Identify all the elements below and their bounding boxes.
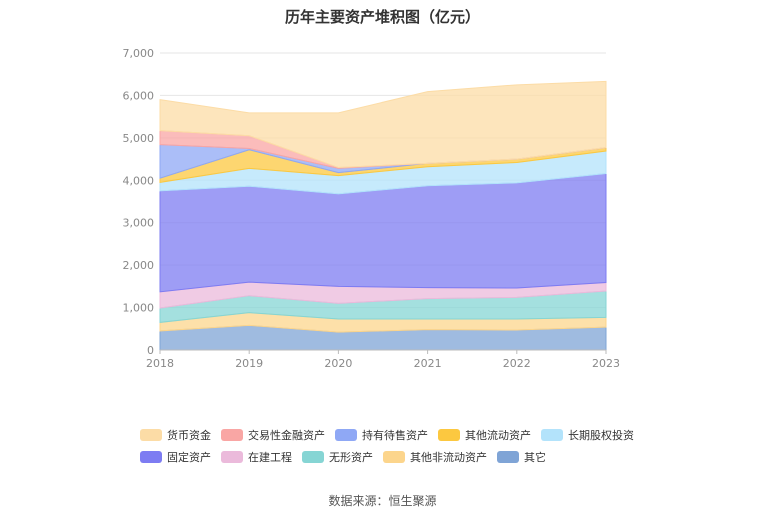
legend-item[interactable]: 长期股权投资 xyxy=(541,427,634,443)
y-tick-label: 0 xyxy=(147,344,154,357)
x-tick-label: 2020 xyxy=(324,357,352,370)
legend-item[interactable]: 无形资产 xyxy=(302,449,373,465)
legend-row: 货币资金 交易性金融资产 持有待售资产 其他流动资产 长期股权投资 xyxy=(140,424,660,446)
legend-label: 长期股权投资 xyxy=(568,429,634,442)
legend-swatch xyxy=(221,429,243,441)
legend-label: 持有待售资产 xyxy=(362,429,428,442)
legend-label: 其它 xyxy=(524,451,546,464)
legend-swatch xyxy=(335,429,357,441)
chart-title: 历年主要资产堆积图（亿元） xyxy=(284,8,480,26)
x-tick-label: 2023 xyxy=(592,357,620,370)
legend-label: 其他非流动资产 xyxy=(410,451,487,464)
legend-swatch xyxy=(438,429,460,441)
y-tick-label: 2,000 xyxy=(123,259,155,272)
y-tick-label: 6,000 xyxy=(123,89,155,102)
legend-swatch xyxy=(497,451,519,463)
legend-swatch xyxy=(541,429,563,441)
area-series[interactable] xyxy=(159,172,607,293)
legend-row: 固定资产 在建工程 无形资产 其他非流动资产 其它 xyxy=(140,446,660,468)
y-tick-label: 1,000 xyxy=(123,302,155,315)
legend-label: 其他流动资产 xyxy=(465,429,531,442)
legend-label: 固定资产 xyxy=(167,451,211,464)
legend-item[interactable]: 其它 xyxy=(497,449,546,465)
y-tick-label: 7,000 xyxy=(123,47,155,60)
legend-item[interactable]: 固定资产 xyxy=(140,449,211,465)
legend-item[interactable]: 交易性金融资产 xyxy=(221,427,325,443)
x-tick-label: 2021 xyxy=(414,357,442,370)
area-series[interactable] xyxy=(159,80,607,169)
x-tick-label: 2022 xyxy=(503,357,531,370)
legend-item[interactable]: 货币资金 xyxy=(140,427,211,443)
legend-label: 交易性金融资产 xyxy=(248,429,325,442)
x-tick-label: 2018 xyxy=(146,357,174,370)
legend-swatch xyxy=(140,451,162,463)
stacked-area-chart: 0 1,000 2,000 3,000 4,000 5,000 6,000 7,000 2018… xyxy=(123,47,621,370)
legend-label: 无形资产 xyxy=(329,451,373,464)
legend-label: 货币资金 xyxy=(167,429,211,442)
legend-swatch xyxy=(302,451,324,463)
legend-swatch xyxy=(221,451,243,463)
legend-swatch xyxy=(140,429,162,441)
legend-label: 在建工程 xyxy=(248,451,292,464)
y-tick-label: 4,000 xyxy=(123,174,155,187)
legend-item[interactable]: 在建工程 xyxy=(221,449,292,465)
data-source-note: 数据来源：恒生聚源 xyxy=(328,494,437,508)
legend-swatch xyxy=(383,451,405,463)
y-tick-label: 3,000 xyxy=(123,217,155,230)
y-tick-label: 5,000 xyxy=(123,132,155,145)
legend-item[interactable]: 持有待售资产 xyxy=(335,427,428,443)
chart-legend: 货币资金 交易性金融资产 持有待售资产 其他流动资产 长期股权投资 固定资产 在建工程 无形… xyxy=(140,424,660,468)
x-tick-label: 2019 xyxy=(235,357,263,370)
legend-item[interactable]: 其他流动资产 xyxy=(438,427,531,443)
legend-item[interactable]: 其他非流动资产 xyxy=(383,449,487,465)
